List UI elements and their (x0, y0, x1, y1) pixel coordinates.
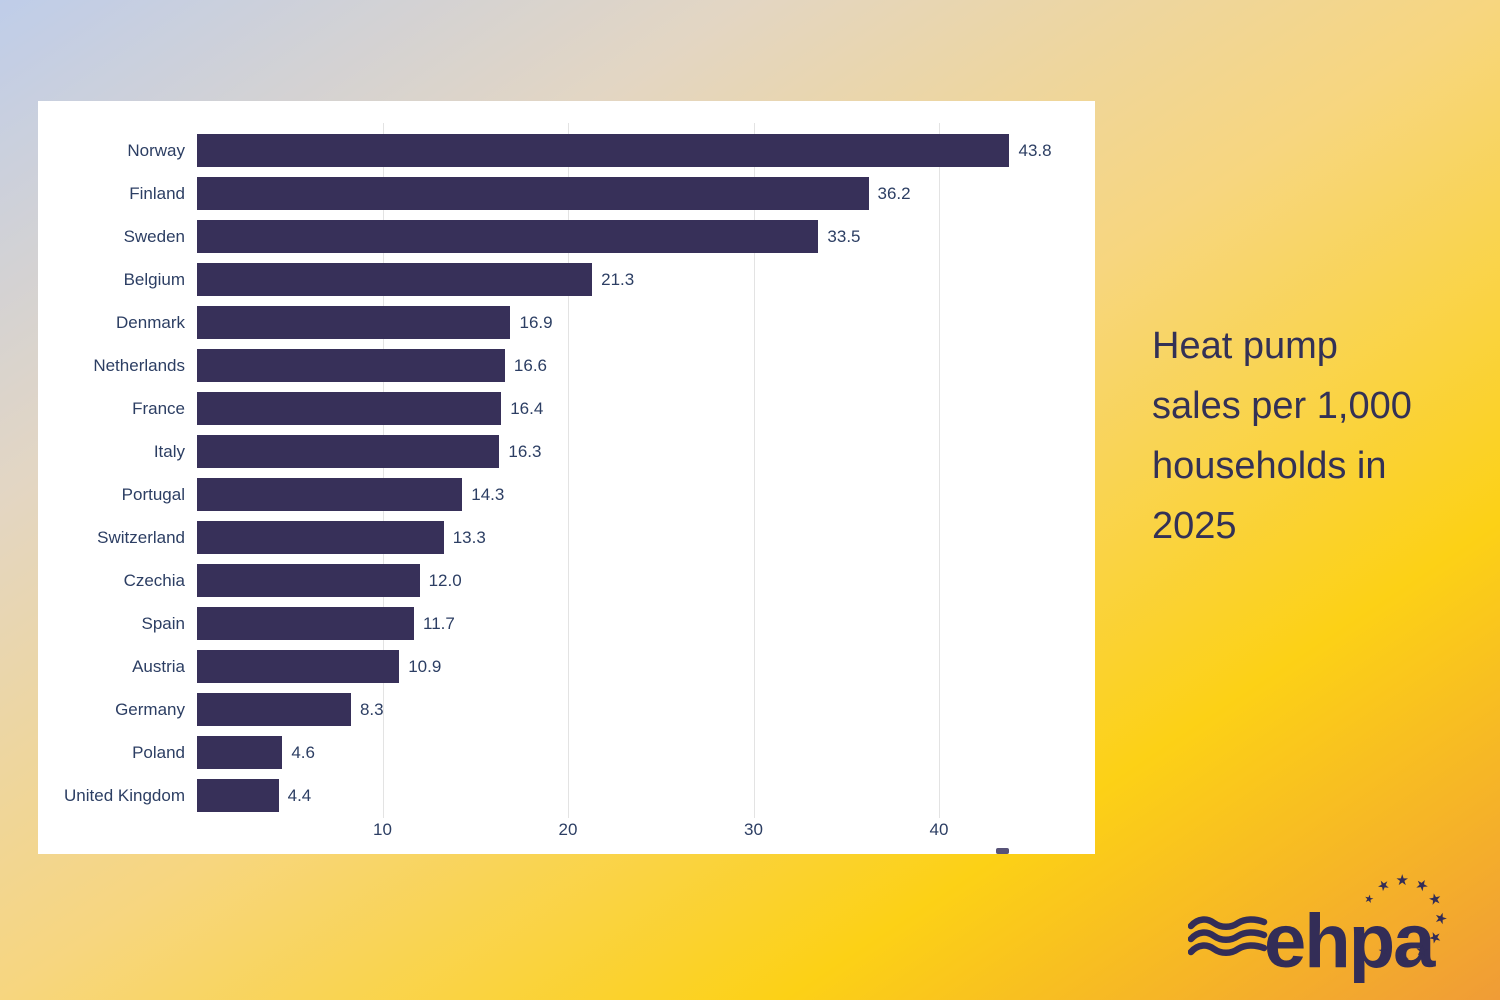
category-label: Netherlands (93, 355, 185, 375)
bar-belgium (197, 262, 593, 296)
chart-title: Heat pump sales per 1,000 households in … (1152, 325, 1412, 547)
chart-row: Switzerland 13.3 (38, 520, 1095, 554)
category-label: United Kingdom (64, 785, 185, 805)
category-label: Portugal (121, 484, 185, 504)
chart-row: Italy 16.3 (38, 434, 1095, 468)
bar-france (197, 391, 502, 425)
category-label: Switzerland (97, 527, 185, 547)
bar-denmark (197, 305, 511, 339)
eu-star-icon: ★ (1431, 911, 1449, 925)
category-label: Finland (129, 183, 185, 203)
bar-poland (197, 735, 283, 769)
value-label: 11.7 (423, 613, 455, 633)
x-tick-label: 10 (373, 820, 392, 839)
category-label: Czechia (123, 570, 185, 590)
gridline-10 (382, 123, 384, 818)
bar-switzerland (197, 520, 444, 554)
bar-spain (197, 606, 415, 640)
value-label: 43.8 (1018, 140, 1052, 160)
chart-row: Czechia 12.0 (38, 563, 1095, 597)
category-label: Germany (115, 699, 185, 719)
x-tick-label: 30 (744, 820, 763, 839)
category-label: Norway (127, 140, 185, 160)
bar-austria (197, 649, 400, 683)
chart-row: Norway 43.8 (38, 133, 1095, 167)
chart-row: United Kingdom 4.4 (38, 778, 1095, 812)
bar-sweden (197, 219, 819, 253)
bar-italy (197, 434, 500, 468)
value-label: 16.9 (519, 312, 553, 332)
category-label: Poland (132, 742, 185, 762)
value-label: 16.3 (508, 441, 542, 461)
chart-row: Belgium 21.3 (38, 262, 1095, 296)
value-label: 33.5 (827, 226, 861, 246)
chart-row: France 16.4 (38, 391, 1095, 425)
chart-row: Spain 11.7 (38, 606, 1095, 640)
chart-row: Poland 4.6 (38, 735, 1095, 769)
chart-row: Germany 8.3 (38, 692, 1095, 726)
bar-netherlands (197, 348, 505, 382)
value-label: 12.0 (428, 570, 462, 590)
value-label: 13.3 (452, 527, 486, 547)
category-label: Sweden (123, 226, 185, 246)
chart-row: Austria 10.9 (38, 649, 1095, 683)
eu-star-icon: ★ (1395, 947, 1409, 965)
bar-chart: Norway 43.8 Finland 36.2 Sweden 33.5 Belgium 21… (38, 101, 1095, 854)
value-label: 21.3 (601, 269, 635, 289)
chart-row: Netherlands 16.6 (38, 348, 1095, 382)
category-label: France (132, 398, 185, 418)
value-label: 16.6 (513, 355, 548, 375)
category-label: Austria (132, 656, 185, 676)
ehpa-wordmark: ehpa (1264, 899, 1435, 984)
value-label: 14.3 (471, 484, 505, 504)
eu-star-icon: ★ (1424, 888, 1446, 910)
value-label: 8.3 (359, 699, 384, 719)
gridline-30 (753, 123, 755, 818)
chart-row: Denmark 16.9 (38, 305, 1095, 339)
value-label: 4.4 (287, 785, 312, 805)
eu-star-icon: ★ (1395, 871, 1409, 889)
waves-icon (1188, 916, 1268, 956)
chart-panel: Norway 43.8 Finland 36.2 Sweden 33.5 Belgium 21… (38, 101, 1095, 854)
value-label: 36.2 (877, 183, 911, 203)
value-label: 10.9 (408, 656, 442, 676)
category-label: Spain (141, 613, 185, 633)
category-label: Italy (153, 441, 185, 461)
eu-star-icon: ★ (1373, 875, 1393, 896)
bar-czechia (197, 563, 420, 597)
chart-row: Portugal 14.3 (38, 477, 1095, 511)
category-label: Denmark (116, 312, 185, 332)
gridline-40 (939, 123, 940, 818)
cropped-watermark-mark (996, 848, 1009, 854)
chart-row: Finland 36.2 (38, 176, 1095, 210)
bar-finland (197, 176, 869, 210)
bar-portugal (197, 477, 463, 511)
gridline-20 (568, 123, 569, 818)
value-label: 4.6 (291, 742, 315, 762)
x-tick-label: 40 (929, 820, 949, 839)
chart-row: Sweden 33.5 (38, 219, 1095, 253)
bar-germany (197, 692, 351, 726)
category-label: Belgium (123, 269, 185, 289)
value-label: 16.4 (510, 398, 544, 418)
ehpa-logo: ehpa ★ ★ ★ ★ ★ ★ ★ ★ ★ ★ (1188, 860, 1478, 1000)
x-tick-label: 20 (558, 820, 578, 839)
bar-norway (197, 133, 1010, 167)
eu-star-icon: ★ (1411, 874, 1432, 896)
bar-united-kingdom (197, 778, 279, 812)
